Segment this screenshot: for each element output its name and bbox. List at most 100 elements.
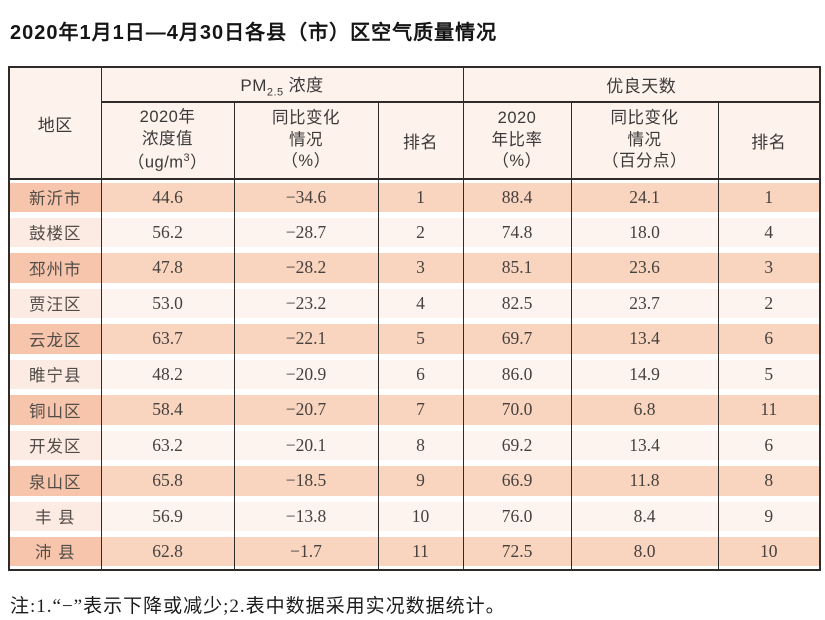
good-rate-cell: 70.0 (462, 392, 572, 428)
pm-value-cell: 56.9 (100, 498, 235, 534)
table-row: 沛 县 62.8 −1.7 11 72.5 8.0 10 (8, 534, 821, 570)
pm-change-cell: −20.7 (233, 392, 379, 428)
good-change-cell: 23.7 (570, 285, 719, 321)
header-line: 2020年 (139, 108, 196, 127)
pm25-prefix: PM (240, 75, 267, 95)
header-region: 地区 (8, 66, 102, 180)
region-cell: 睢宁县 (8, 356, 102, 392)
header-pm25-group: PM2.5 浓度 (100, 66, 464, 103)
pm-rank-cell: 4 (377, 285, 464, 321)
good-rank-cell: 5 (717, 356, 821, 392)
pm-change-cell: −34.6 (233, 179, 379, 215)
header-sub-row: 2020年 浓度值 （ug/m3） 同比变化 情况 （%） 排名 2020 年比… (9, 101, 821, 180)
header-line: 浓度值 (142, 129, 193, 148)
good-rank-cell: 10 (717, 534, 821, 570)
good-rate-cell: 86.0 (462, 356, 572, 392)
pm-value-cell: 63.7 (100, 321, 235, 357)
good-rate-cell: 69.7 (462, 321, 572, 357)
good-change-cell: 8.4 (570, 498, 719, 534)
pm-rank-cell: 1 (377, 179, 464, 215)
good-rank-cell: 4 (717, 214, 821, 250)
good-rank-cell: 6 (717, 427, 821, 463)
region-cell: 泉山区 (8, 463, 102, 499)
good-rate-cell: 88.4 (462, 179, 572, 215)
table-body: 新沂市 44.6 −34.6 1 88.4 24.1 1 鼓楼区 56.2 −2… (8, 179, 821, 570)
region-cell: 贾汪区 (8, 285, 102, 321)
region-cell: 云龙区 (8, 321, 102, 357)
unit-pre: （ug/m (127, 153, 184, 172)
pm-change-cell: −22.1 (233, 321, 379, 357)
table-row: 睢宁县 48.2 −20.9 6 86.0 14.9 5 (8, 356, 821, 392)
pm-change-cell: −1.7 (233, 534, 379, 570)
header-unit-line: （ug/m3） (102, 151, 234, 174)
pm-change-cell: −28.2 (233, 250, 379, 286)
footnote: 注:1.“−”表示下降或减少;2.表中数据采用实况数据统计。 (10, 595, 506, 617)
good-rate-cell: 82.5 (462, 285, 572, 321)
pm-rank-cell: 10 (377, 498, 464, 534)
pm-change-cell: −18.5 (233, 463, 379, 499)
pm25-subscript: 2.5 (266, 86, 284, 99)
header-line: 年比率 (491, 130, 543, 149)
region-cell: 鼓楼区 (8, 214, 102, 250)
good-change-cell: 13.4 (570, 321, 719, 357)
good-rate-cell: 66.9 (462, 463, 572, 499)
header-line: 情况 (289, 130, 323, 149)
pm-rank-cell: 7 (377, 392, 464, 428)
pm-rank-cell: 3 (377, 250, 464, 286)
pm-rank-cell: 6 (377, 356, 464, 392)
header-group-row: 地区 PM2.5 浓度 优良天数 (8, 66, 821, 180)
pm-value-cell: 44.6 (100, 179, 235, 215)
header-line: 同比变化 (610, 108, 679, 127)
table-header: 地区 PM2.5 浓度 优良天数 2020年 浓度值 （ug/m3） 同比变化 情… (8, 66, 821, 180)
table-row: 贾汪区 53.0 −23.2 4 82.5 23.7 2 (8, 285, 821, 321)
good-rank-cell: 1 (717, 179, 821, 215)
good-rate-cell: 85.1 (462, 250, 572, 286)
table-row: 邳州市 47.8 −28.2 3 85.1 23.6 3 (8, 250, 821, 286)
header-pm-change: 同比变化 情况 （%） (233, 101, 379, 180)
good-rank-cell: 3 (717, 250, 821, 286)
pm-value-cell: 47.8 (100, 250, 235, 286)
table-row: 云龙区 63.7 −22.1 5 69.7 13.4 6 (8, 321, 821, 357)
good-change-cell: 6.8 (570, 392, 719, 428)
page-title: 2020年1月1日—4月30日各县（市）区空气质量情况 (10, 22, 498, 44)
pm-change-cell: −28.7 (233, 214, 379, 250)
table-row: 丰 县 56.9 −13.8 10 76.0 8.4 9 (8, 498, 821, 534)
good-change-cell: 13.4 (570, 427, 719, 463)
table-row: 泉山区 65.8 −18.5 9 66.9 11.8 8 (8, 463, 821, 499)
region-cell: 新沂市 (8, 179, 102, 215)
region-cell: 铜山区 (8, 392, 102, 428)
good-change-cell: 23.6 (570, 250, 719, 286)
header-good-days-group: 优良天数 (462, 66, 821, 103)
pm-value-cell: 53.0 (100, 285, 235, 321)
header-good-rate: 2020 年比率 （%） (462, 101, 572, 180)
region-cell: 邳州市 (8, 250, 102, 286)
pm25-suffix: 浓度 (288, 75, 324, 95)
good-change-cell: 14.9 (570, 356, 719, 392)
region-cell: 丰 县 (8, 498, 102, 534)
good-change-cell: 8.0 (570, 534, 719, 570)
pm-rank-cell: 8 (377, 427, 464, 463)
pm-change-cell: −20.1 (233, 427, 379, 463)
pm-rank-cell: 11 (377, 534, 464, 570)
header-line: 情况 (627, 130, 662, 149)
good-rate-cell: 69.2 (462, 427, 572, 463)
pm-change-cell: −23.2 (233, 285, 379, 321)
pm-change-cell: −20.9 (233, 356, 379, 392)
good-rate-cell: 72.5 (462, 534, 572, 570)
pm-value-cell: 58.4 (100, 392, 235, 428)
good-change-cell: 24.1 (570, 179, 719, 215)
pm-value-cell: 48.2 (100, 356, 235, 392)
table-row: 铜山区 58.4 −20.7 7 70.0 6.8 11 (8, 392, 821, 428)
good-change-cell: 11.8 (570, 463, 719, 499)
pm-rank-cell: 2 (377, 214, 464, 250)
pm-value-cell: 63.2 (100, 427, 235, 463)
region-cell: 开发区 (8, 427, 102, 463)
unit-superscript: 3 (183, 151, 191, 164)
pm-rank-cell: 9 (377, 463, 464, 499)
table-row: 开发区 63.2 −20.1 8 69.2 13.4 6 (8, 427, 821, 463)
air-quality-table: 地区 PM2.5 浓度 优良天数 2020年 浓度值 （ug/m3） 同比变化 情… (8, 66, 822, 571)
table-row: 鼓楼区 56.2 −28.7 2 74.8 18.0 4 (8, 214, 821, 250)
header-good-change: 同比变化 情况 （百分点） (570, 101, 719, 180)
header-line: 2020 (497, 108, 537, 127)
header-line: （%） (281, 152, 331, 171)
